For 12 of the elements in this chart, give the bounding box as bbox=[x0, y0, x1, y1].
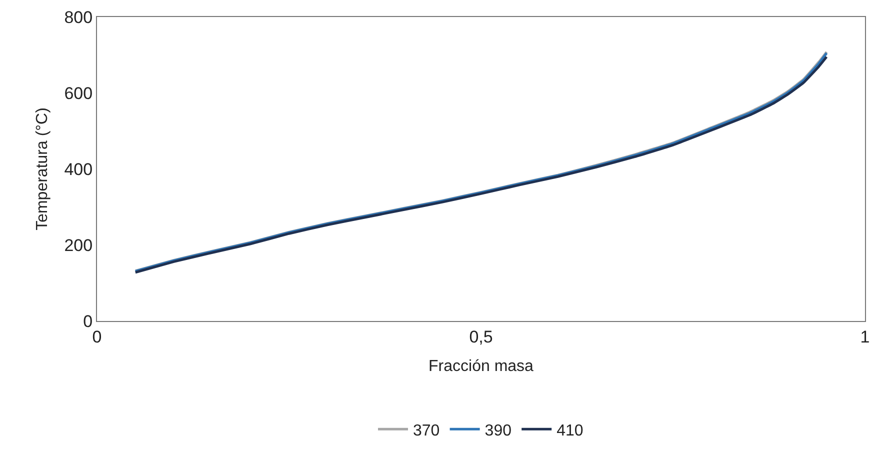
y-axis-title: Temperatura (°C) bbox=[34, 108, 52, 230]
legend-label: 370 bbox=[413, 422, 440, 440]
x-axis-title: Fracción masa bbox=[428, 358, 534, 376]
x-tick-label: 1 bbox=[860, 327, 870, 346]
y-tick-label: 600 bbox=[64, 84, 93, 103]
x-tick-label: 0,5 bbox=[469, 327, 493, 346]
legend-label: 410 bbox=[556, 422, 584, 440]
y-tick-label: 200 bbox=[64, 236, 93, 255]
legend-label: 390 bbox=[484, 422, 512, 440]
y-tick-label: 800 bbox=[64, 8, 93, 27]
y-tick-label: 400 bbox=[64, 160, 93, 179]
y-tick-label: 0 bbox=[83, 312, 93, 331]
